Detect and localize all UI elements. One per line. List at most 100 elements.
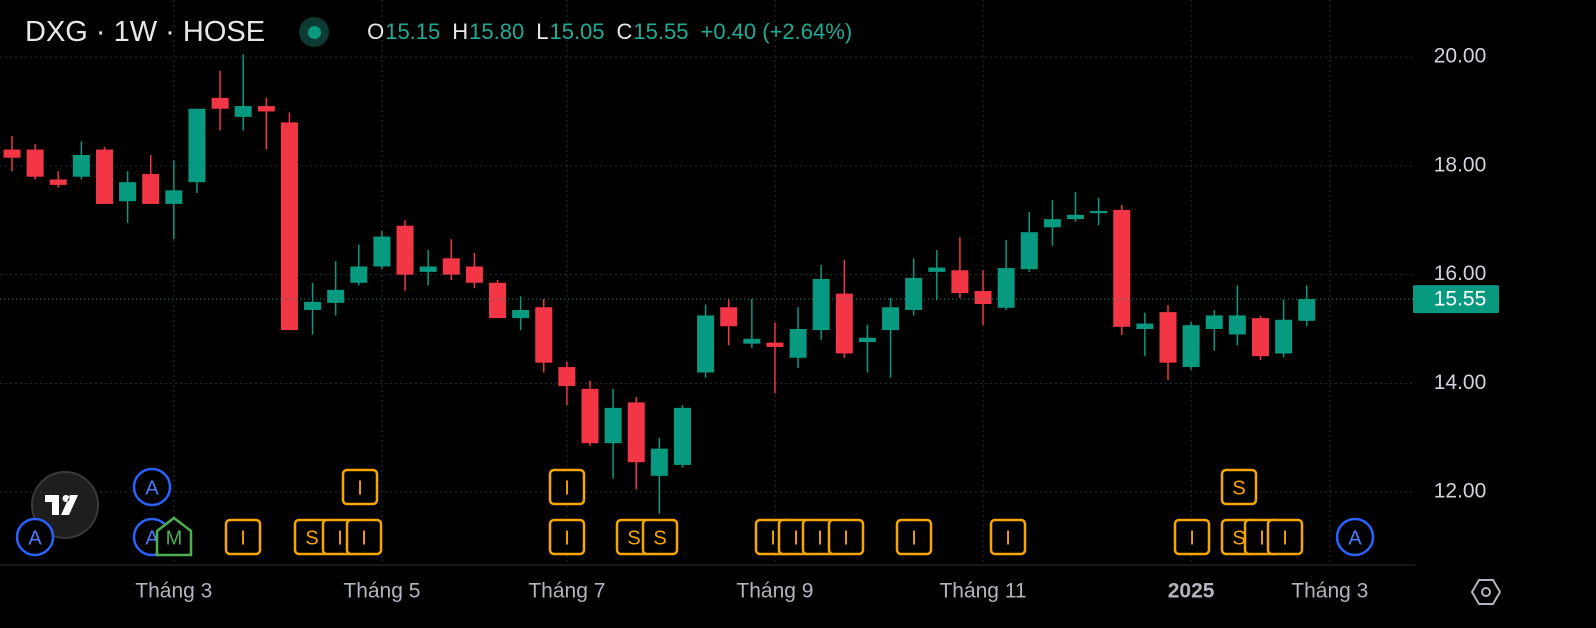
tradingview-logo[interactable] [31, 471, 99, 539]
marker-shape [895, 518, 933, 556]
marker-label: S [305, 527, 318, 549]
candle-body [95, 149, 113, 204]
candle-body [673, 407, 691, 465]
event-marker[interactable]: I [1173, 518, 1211, 556]
candle-body [396, 225, 414, 275]
marker-shape [548, 518, 586, 556]
event-marker[interactable]: I [548, 518, 586, 556]
event-marker[interactable]: A [1335, 517, 1375, 557]
event-marker[interactable]: I [989, 518, 1027, 556]
marker-shape [827, 518, 865, 556]
candle-body [858, 337, 876, 343]
candle-body [951, 270, 969, 294]
candle-body [1205, 315, 1223, 329]
candle-body [327, 289, 345, 303]
candle-body [974, 290, 992, 304]
ohlc-key: H [452, 19, 469, 44]
event-marker[interactable]: I [827, 518, 865, 556]
candle-body [211, 97, 229, 109]
candle-body [650, 448, 668, 476]
candle-body [26, 149, 44, 177]
candle-body [350, 266, 368, 283]
candle-body [1113, 209, 1131, 327]
candle-body [419, 266, 437, 272]
y-tick-label: 12.00 [1434, 480, 1487, 503]
marker-label: I [1005, 527, 1011, 549]
candle-body [997, 268, 1015, 308]
marker-label: I [911, 527, 917, 549]
marker-label: I [1259, 527, 1265, 549]
candle-body [1228, 315, 1246, 335]
candle-body [49, 179, 67, 185]
candle-body [142, 174, 160, 204]
ohlc-value: 15.15 [385, 19, 441, 44]
last-price-box [1413, 285, 1499, 314]
event-marker[interactable]: I [345, 518, 383, 556]
marker-label: S [653, 527, 666, 549]
marker-shape [1220, 468, 1258, 506]
candle-body [835, 293, 853, 354]
marker-label: I [240, 527, 246, 549]
x-tick-label: 2025 [1168, 580, 1215, 603]
event-marker[interactable]: I [341, 468, 379, 506]
marker-label: I [564, 477, 570, 499]
settings-button[interactable] [1470, 579, 1502, 605]
candle-body [1275, 319, 1293, 354]
change: +0.40 (+2.64%) [700, 19, 853, 44]
marker-label: I [337, 527, 343, 549]
y-tick-label: 20.00 [1434, 45, 1487, 68]
candle-body [119, 182, 137, 202]
marker-label: A [28, 527, 42, 549]
candle-body [188, 108, 206, 183]
ohlc-value: 15.55 [633, 19, 689, 44]
marker-shape [132, 467, 172, 507]
event-marker[interactable]: I [895, 518, 933, 556]
event-marker[interactable]: M [155, 516, 193, 557]
ohlc-value: 15.80 [469, 19, 525, 44]
candle-body [465, 266, 483, 283]
candle-body [812, 278, 830, 331]
event-marker[interactable]: S [1220, 468, 1258, 506]
marker-label: I [564, 527, 570, 549]
event-marker[interactable]: I [548, 468, 586, 506]
marker-label: I [1189, 527, 1195, 549]
marker-shape [641, 518, 679, 556]
last-price-label: 15.55 [1434, 288, 1487, 311]
candle-body [280, 122, 298, 331]
symbol[interactable]: DXG · 1W · HOSE [25, 15, 266, 48]
candle-body [1090, 210, 1108, 214]
event-marker[interactable]: A [15, 517, 55, 557]
x-tick-label: Tháng 11 [939, 580, 1026, 603]
candle-body [234, 106, 252, 117]
candle-body [1067, 214, 1085, 220]
candle-body [766, 342, 784, 347]
candle-body [1043, 219, 1061, 228]
event-marker[interactable]: I [1266, 518, 1304, 556]
marker-shape [989, 518, 1027, 556]
marker-label: A [145, 477, 159, 499]
x-tick-label: Tháng 9 [736, 580, 813, 603]
y-tick-label: 14.00 [1434, 371, 1487, 394]
candle-body [1136, 323, 1154, 329]
event-marker[interactable]: I [224, 518, 262, 556]
candle-body [3, 149, 21, 158]
marker-label: I [843, 527, 849, 549]
marker-shape [155, 516, 193, 557]
candle-body [697, 315, 715, 373]
ohlc-key: C [616, 19, 633, 44]
event-marker[interactable]: S [293, 518, 331, 556]
marker-shape [15, 517, 55, 557]
marker-label: S [1232, 477, 1245, 499]
candle-body [72, 154, 90, 177]
marker-label: I [793, 527, 799, 549]
marker-label: I [361, 527, 367, 549]
marker-label: I [817, 527, 823, 549]
x-tick-label: Tháng 7 [528, 580, 605, 603]
event-marker[interactable]: S [641, 518, 679, 556]
legend-header: DXG · 1W · HOSE O 15.15 H 15.80 L 15.05 C 15.55… [25, 14, 852, 50]
event-marker[interactable]: A [132, 467, 172, 507]
ohlc-key: L [536, 19, 549, 44]
candle-body [535, 307, 553, 363]
